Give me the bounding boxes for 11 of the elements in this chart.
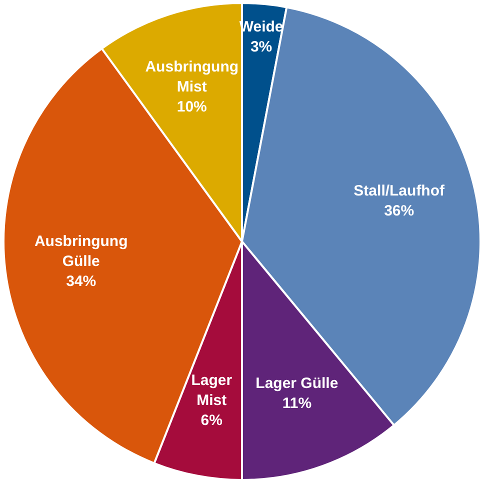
data-label: 36% bbox=[384, 202, 414, 220]
slice-label: Ausbringung Mist bbox=[145, 58, 239, 96]
data-label: 3% bbox=[250, 38, 272, 56]
slice-label: Lager Gülle bbox=[256, 375, 338, 392]
slice-label: Stall/Laufhof bbox=[354, 182, 446, 200]
data-label: 34% bbox=[66, 272, 96, 290]
slice-label: Ausbringung Gülle bbox=[34, 232, 128, 270]
data-label: 6% bbox=[200, 412, 222, 429]
slice-label: Lager Mist bbox=[191, 372, 232, 409]
data-label: 10% bbox=[176, 98, 207, 116]
data-label: 11% bbox=[282, 395, 312, 412]
